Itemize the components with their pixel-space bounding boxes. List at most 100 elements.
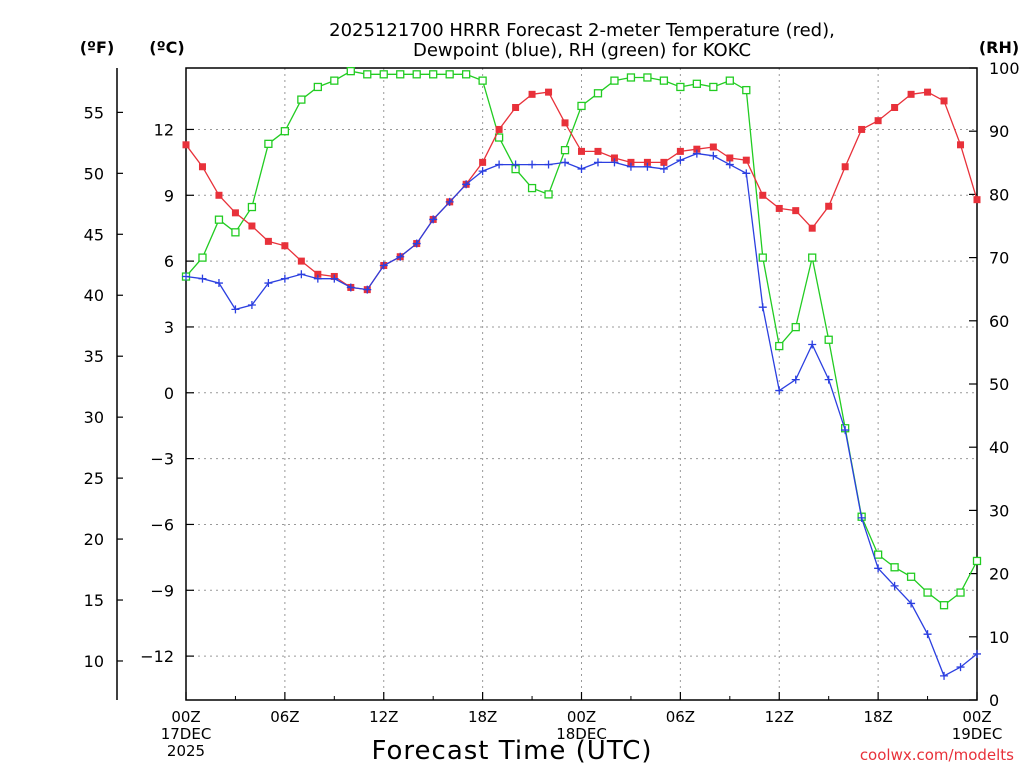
fahrenheit-tick-label: 20 xyxy=(84,530,104,549)
dewpoint-point xyxy=(429,215,438,224)
rh-tick-label: 0 xyxy=(989,691,999,710)
dewpoint-point xyxy=(742,169,751,178)
dewpoint-point xyxy=(923,630,932,639)
dewpoint-point xyxy=(775,386,784,395)
x-tick-label: 12Z xyxy=(369,708,398,726)
rh-point xyxy=(742,85,751,95)
rh-point xyxy=(610,76,619,85)
dewpoint-point xyxy=(330,274,339,283)
dewpoint-point xyxy=(561,158,570,167)
dewpoint-point xyxy=(577,164,586,173)
dewpoint-point xyxy=(692,149,701,158)
rh-tick-label: 40 xyxy=(989,438,1009,457)
fahrenheit-tick-label: 15 xyxy=(84,591,104,610)
fahrenheit-axis-unit: (ºF) xyxy=(80,38,115,57)
rh-tick-label: 30 xyxy=(989,501,1009,520)
rh-point xyxy=(709,82,718,92)
dewpoint-point xyxy=(593,158,602,167)
temperature-point xyxy=(726,154,734,162)
rh-point xyxy=(643,73,652,82)
dewpoint-point xyxy=(907,599,916,608)
temperature-point xyxy=(512,104,520,111)
rh-point xyxy=(824,335,833,344)
temperature-point xyxy=(264,237,272,245)
x-tick-label: 00Z xyxy=(962,708,991,726)
temperature-point xyxy=(545,88,553,96)
temperature-point xyxy=(297,257,305,265)
dewpoint-point xyxy=(363,285,372,294)
dewpoint-point xyxy=(297,270,306,279)
fahrenheit-tick-label: 40 xyxy=(84,286,104,305)
rh-point xyxy=(791,322,800,332)
celsius-tick-label: 12 xyxy=(154,120,174,139)
temperature-point xyxy=(231,209,239,217)
temperature-point xyxy=(182,141,190,149)
x-tick-label: 00Z xyxy=(567,708,596,726)
dewpoint-point xyxy=(890,581,899,590)
rh-point xyxy=(363,70,372,79)
celsius-axis-unit: (ºC) xyxy=(149,38,184,57)
dewpoint-point xyxy=(511,160,520,169)
rh-axis: 0 10 20 30 40 50 60 70 80 90 100 xyxy=(969,59,1020,710)
rh-point xyxy=(758,253,767,262)
temperature-point xyxy=(742,156,750,164)
rh-point xyxy=(890,563,899,572)
rh-tick-label: 100 xyxy=(989,59,1020,78)
rh-tick-label: 90 xyxy=(989,122,1009,141)
rh-point xyxy=(676,82,685,92)
chart-title-line-1: 2025121700 HRRR Forecast 2-meter Tempera… xyxy=(329,20,835,41)
dewpoint-point xyxy=(346,283,355,292)
temperature-point xyxy=(479,158,487,166)
rh-point xyxy=(231,228,240,237)
fahrenheit-tick-label: 35 xyxy=(84,347,104,366)
dewpoint-point xyxy=(841,426,850,435)
rh-point xyxy=(956,588,965,597)
fahrenheit-axis: 10 15 20 25 30 35 40 45 50 55 xyxy=(84,103,123,671)
x-tick-label: 2025 xyxy=(167,742,205,760)
temperature-point xyxy=(495,125,503,133)
fahrenheit-tick-label: 30 xyxy=(84,408,104,427)
temperature-point xyxy=(281,242,289,250)
rh-tick-label: 70 xyxy=(989,249,1009,268)
temperature-point xyxy=(627,158,635,166)
temperature-point xyxy=(578,147,585,155)
x-tick-label: 06Z xyxy=(270,708,299,726)
rh-point xyxy=(330,76,339,85)
fahrenheit-tick-label: 45 xyxy=(84,225,104,244)
dewpoint-point xyxy=(676,156,685,165)
rh-point xyxy=(659,76,669,85)
rh-point xyxy=(923,588,932,597)
temperature-point xyxy=(924,88,932,96)
x-tick-label: 19DEC xyxy=(952,725,1003,743)
rh-tick-label: 20 xyxy=(989,565,1009,584)
dewpoint-series xyxy=(182,149,981,680)
x-tick-label: 12Z xyxy=(765,708,794,726)
dewpoint-point xyxy=(956,663,965,672)
dewpoint-point xyxy=(610,158,619,167)
temperature-point xyxy=(248,222,256,230)
dewpoint-point xyxy=(264,279,273,288)
temperature-point xyxy=(528,90,536,98)
temperature-point xyxy=(561,119,569,127)
rh-point xyxy=(873,550,883,559)
rh-point xyxy=(412,70,421,79)
dewpoint-point xyxy=(478,167,487,176)
dewpoint-point xyxy=(528,160,537,169)
dewpoint-point xyxy=(198,274,207,283)
celsius-tick-label: 9 xyxy=(164,186,174,205)
rh-point xyxy=(527,183,537,193)
temperature-point xyxy=(907,90,915,98)
x-tick-label: 00Z xyxy=(171,708,200,726)
rh-point xyxy=(577,101,586,111)
rh-point xyxy=(544,190,553,199)
temperature-point xyxy=(808,224,816,232)
temperature-point xyxy=(940,97,948,105)
rh-point xyxy=(297,95,306,104)
rh-tick-label: 50 xyxy=(989,375,1009,394)
rh-point xyxy=(280,127,290,136)
rh-point xyxy=(396,70,405,79)
rh-point xyxy=(478,76,487,85)
fahrenheit-tick-label: 25 xyxy=(84,469,104,488)
celsius-tick-label: −9 xyxy=(150,581,174,600)
rh-point xyxy=(808,253,817,262)
